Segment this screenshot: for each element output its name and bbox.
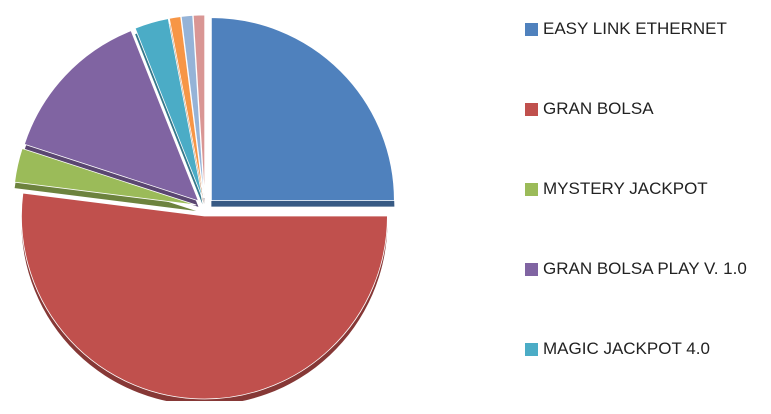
legend-label: GRAN BOLSA	[543, 99, 654, 118]
legend-item: EASY LINK ETHERNET	[525, 14, 771, 94]
slice	[180, 14, 205, 199]
legend-swatch	[525, 263, 538, 276]
legend-swatch	[525, 183, 538, 196]
legend-label: GRAN BOLSA PLAY V. 1.0	[543, 259, 747, 278]
pie-area	[14, 14, 395, 401]
slice	[192, 14, 206, 199]
legend-item: MAGIC JACKPOT 4.0	[525, 334, 771, 414]
legend-label: MYSTERY JACKPOT	[543, 179, 708, 198]
legend-item: GRAN BOLSA	[525, 94, 771, 174]
legend-item: MYSTERY JACKPOT	[525, 174, 771, 254]
slice	[168, 16, 204, 199]
slice	[210, 17, 395, 202]
legend: EASY LINK ETHERNET GRAN BOLSA MYSTERY JACK…	[525, 14, 771, 414]
slice	[21, 192, 388, 400]
chart: EASY LINK ETHERNET GRAN BOLSA MYSTERY JACK…	[14, 14, 747, 401]
slice	[23, 30, 200, 202]
legend-swatch	[525, 23, 538, 36]
legend-swatch	[525, 103, 538, 116]
legend-label: MAGIC JACKPOT 4.0	[543, 339, 710, 358]
legend-swatch	[525, 343, 538, 356]
legend-item: GRAN BOLSA PLAY V. 1.0	[525, 254, 771, 334]
legend-label: EASY LINK ETHERNET	[543, 19, 727, 38]
slice	[134, 18, 203, 199]
slice	[14, 147, 197, 206]
